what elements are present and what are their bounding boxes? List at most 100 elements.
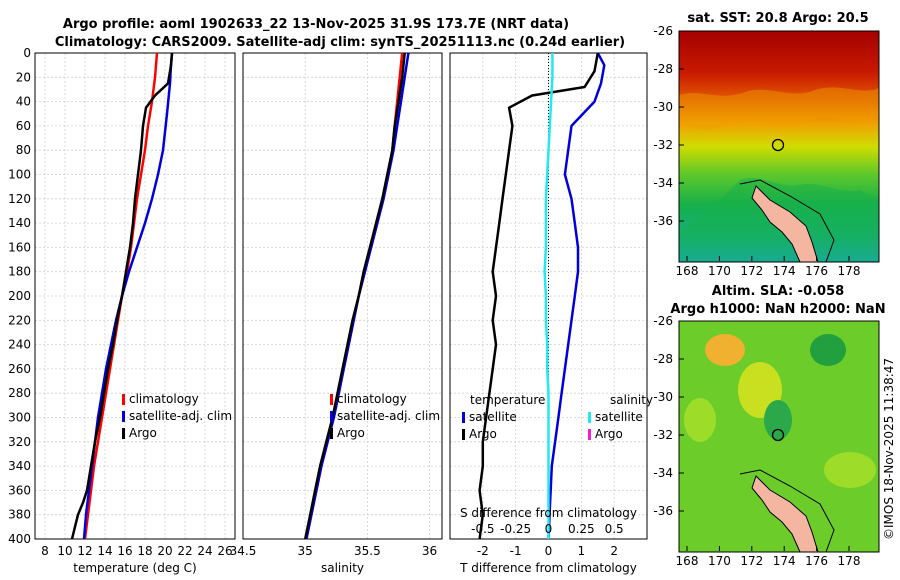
x-tick-label: 12 [77,544,92,558]
figure-title-line-1: Argo profile: aoml 1902633_22 13-Nov-202… [63,17,569,32]
map-x-tick-label: 176 [805,264,828,278]
plot-frame [242,52,443,540]
sla-high-anomaly [705,334,745,366]
map-x-tick-label: 170 [708,264,731,278]
legend-label: satellite [469,410,517,424]
legend-swatch [588,412,591,423]
legend-swatch [122,428,125,439]
depth-tick-label: 160 [8,240,31,254]
sst-land-new-zealand [751,185,819,262]
depth-tick-label: 320 [8,435,31,449]
s-tick-label: -0.5 [471,522,494,536]
s-tick-label: -0.25 [500,522,531,536]
sla-coast-contour [739,469,835,552]
sla-map-frame [678,320,880,553]
x-tick-label: 2 [610,544,618,558]
x-tick-label: 22 [177,544,192,558]
legend-swatch [122,394,125,405]
depth-tick-label: 80 [16,143,31,157]
legend-label: climatology [337,392,407,406]
depth-tick-label: 100 [8,168,31,182]
x-tick-label: 14 [97,544,112,558]
series-line-argo [70,52,174,540]
legend-label: Argo [469,427,497,441]
x-tick-label: 1 [578,544,586,558]
depth-tick-label: 340 [8,459,31,473]
depth-tick-label: 40 [16,95,31,109]
series-line-s-satellite [543,53,554,539]
sst-map: sat. SST: 20.8 Argo: 20.5 -26 -28 -30 -32 -3… [653,11,880,278]
depth-tick-label: 120 [8,192,31,206]
legend-label: Argo [129,426,157,440]
sst-warm-band [679,87,879,130]
sla-low-anomaly [764,400,792,440]
x-tick-label: 34.5 [230,544,257,558]
sla-mid-anomaly-3 [824,452,876,488]
x-tick-label: 26 [217,544,232,558]
depth-tick-label: 20 [16,70,31,84]
x-tick-label: 24 [197,544,212,558]
map-y-tick-label: -28 [653,62,673,76]
legend-swatch [588,429,591,440]
salinity-profile-chart: 34.5 35 35.5 36 salinity climatology satellite… [230,52,443,575]
sla-low-anomaly-2 [810,334,846,366]
legend-swatch [462,412,465,423]
map-y-tick-label: -36 [653,504,673,518]
sst-map-title: sat. SST: 20.8 Argo: 20.5 [687,11,868,26]
legend-swatch [462,429,465,440]
map-x-tick-label: 178 [838,264,861,278]
x-tick-label: 16 [117,544,132,558]
map-x-tick-label: 172 [740,554,763,568]
imos-credit-timestamp: ©IMOS 18-Nov-2025 11:38:47 [882,358,896,540]
x-axis-label: temperature (deg C) [73,561,196,575]
legend-salinity-header: salinity [610,393,653,407]
difference-profile-chart: -2 -1 0 1 2 T difference from climatology temp… [449,52,653,575]
series-line-argo [303,52,406,540]
depth-tick-label: 400 [8,532,31,546]
map-x-tick-label: 178 [838,554,861,568]
x-axis-label: salinity [321,561,364,575]
map-y-tick-label: -30 [653,100,673,114]
map-y-tick-label: -34 [653,176,673,190]
legend-swatch [330,394,333,405]
map-x-tick-label: 170 [708,554,731,568]
map-y-tick-label: -26 [653,24,673,38]
figure-title-line-2: Climatology: CARS2009. Satellite-adj cli… [55,35,625,50]
depth-tick-label: 380 [8,508,31,522]
series-line-t-argo [478,52,600,540]
depth-tick-label: 300 [8,411,31,425]
map-x-tick-label: 168 [676,264,699,278]
sst-coast-contour [739,179,835,262]
x-tick-label: 10 [57,544,72,558]
x-tick-label: 36 [422,544,437,558]
s-tick-label: 0.5 [605,522,624,536]
x-tick-label: -1 [510,544,522,558]
map-y-tick-label: -34 [653,466,673,480]
depth-tick-label: 220 [8,313,31,327]
legend-swatch [330,411,333,422]
x-tick-label: 8 [41,544,49,558]
legend-temperature-header: temperature [470,393,545,407]
legend-swatch [122,411,125,422]
depth-tick-label: 360 [8,483,31,497]
temperature-profile-chart: 0 20 40 60 80 100 120 140 160 180 200 220 240 260 280 3… [8,46,236,575]
sst-argo-location-marker [771,138,785,152]
x-tick-label: 0 [545,544,553,558]
legend-label: Argo [337,426,365,440]
map-y-tick-label: -28 [653,352,673,366]
x-tick-label: 35 [298,544,313,558]
depth-tick-label: 260 [8,362,31,376]
x-tick-label: 18 [137,544,152,558]
depth-tick-label: 60 [16,119,31,133]
x-axis-label: T difference from climatology [459,561,637,575]
sla-map-title-line-2: Argo h1000: NaN h2000: NaN [670,302,885,317]
depth-tick-label: 140 [8,216,31,230]
depth-tick-label: 0 [23,46,31,60]
depth-tick-label: 240 [8,338,31,352]
sla-land-new-zealand [751,475,819,552]
s-tick-label: 0 [545,522,553,536]
legend-label: Argo [595,427,623,441]
x-tick-label: -2 [477,544,489,558]
map-y-tick-label: -32 [653,428,673,442]
